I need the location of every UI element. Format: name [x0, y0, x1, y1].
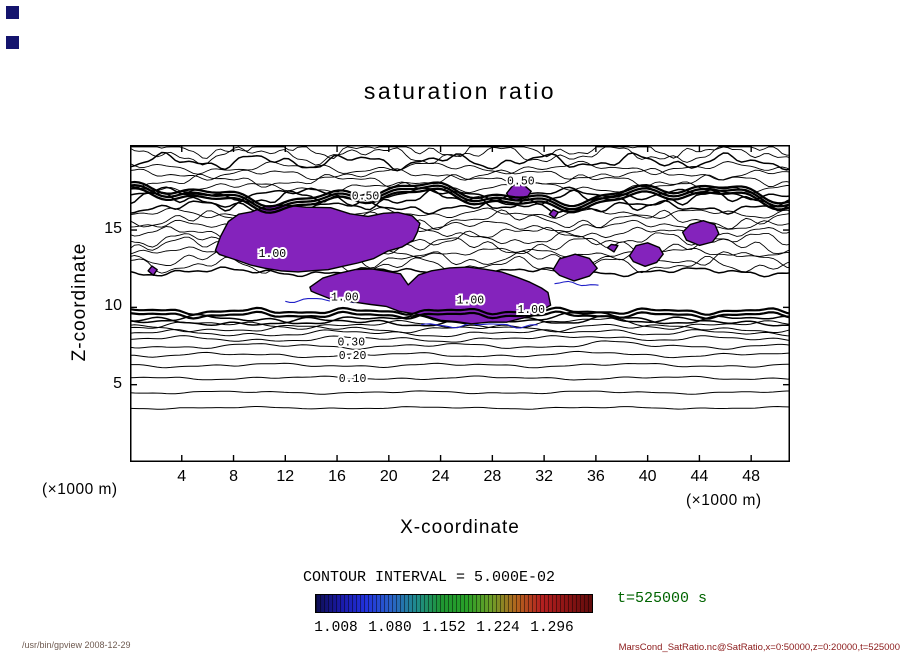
- contour-line: [130, 362, 791, 369]
- contour-label: 1.00: [331, 292, 359, 305]
- contour-line: [129, 207, 791, 219]
- colorbar: [315, 594, 593, 613]
- contour-line: [129, 323, 791, 334]
- x-tick-label: 12: [276, 468, 295, 485]
- corner-marker-top-icon: [6, 6, 19, 19]
- contour-line: [129, 181, 791, 194]
- saturated-region: [548, 208, 560, 219]
- plot-area: 0.50 0.50 1.00 1.00 1.00 1.00 0.30 0.20 0.10: [129, 145, 791, 462]
- x-tick-label: 36: [586, 468, 605, 485]
- saturated-region: [606, 243, 619, 253]
- saturated-region: [309, 266, 552, 325]
- contour-line: [129, 306, 791, 316]
- contour-line: [129, 375, 791, 381]
- x-tick-label: 44: [690, 468, 709, 485]
- colorbar-tick-label: 1.080: [368, 620, 412, 636]
- saturated-region: [147, 265, 158, 277]
- x-units-left-label: (×1000 m): [42, 481, 118, 498]
- footer-source-label: MarsCond_SatRatio.nc@SatRatio,x=0:50000,…: [618, 642, 900, 653]
- axis-ticks: [130, 145, 790, 462]
- contour-line: [129, 390, 790, 395]
- contour-line: [129, 183, 791, 211]
- contour-label: 0.10: [339, 373, 367, 386]
- saturated-region: [552, 253, 598, 282]
- y-tick-label: 5: [113, 374, 122, 392]
- filled-contours: [147, 184, 720, 325]
- contour-line: [129, 328, 791, 338]
- colorbar-tick-label: 1.296: [530, 620, 574, 636]
- contour-line: [129, 340, 791, 350]
- contour-line: [129, 187, 791, 214]
- contour-line: [129, 350, 791, 359]
- x-tick-label: 40: [638, 468, 657, 485]
- saturated-region: [214, 204, 421, 273]
- contour-interval-label: CONTOUR INTERVAL = 5.000E-02: [303, 569, 556, 586]
- contour-line: [129, 151, 791, 172]
- saturated-region: [628, 242, 664, 268]
- contour-label: 0.50: [507, 176, 535, 189]
- plot-frame: [130, 145, 790, 462]
- contour-label: 0.50: [352, 190, 380, 203]
- contour-plot: 0.50 0.50 1.00 1.00 1.00 1.00 0.300.20 0.10: [129, 145, 791, 462]
- z-axis-label: Z-coordinate: [69, 242, 90, 362]
- contour-line: [129, 335, 791, 343]
- y-tick-label: 15: [104, 220, 122, 238]
- contour-label: 1.00: [457, 295, 485, 308]
- contour-line: [130, 146, 791, 159]
- x-tick-label: 28: [483, 468, 502, 485]
- plot-title: saturation ratio: [363, 78, 557, 104]
- contour-label: 1.00: [517, 304, 545, 317]
- saturated-region: [681, 219, 720, 247]
- x-tick-label: 20: [379, 468, 398, 485]
- x-tick-label: 16: [328, 468, 346, 485]
- corner-marker-bottom-icon: [6, 36, 19, 49]
- contour-labels: 0.50 0.50 1.00 1.00 1.00 1.00 0.300.20 0.10: [257, 174, 548, 388]
- contour-label: 0.30: [337, 336, 365, 349]
- x-axis-label: X-coordinate: [400, 517, 520, 538]
- x-units-right-label: (×1000 m): [686, 492, 762, 509]
- contour-line: [421, 323, 538, 329]
- contour-line: [129, 168, 791, 181]
- footer-command-label: /usr/bin/gpview 2008-12-29: [22, 640, 131, 650]
- x-tick-label: 32: [535, 468, 553, 485]
- x-tick-label: 48: [742, 468, 761, 485]
- contour-line: [129, 174, 791, 188]
- contour-line: [129, 146, 791, 166]
- contour-line: [129, 310, 791, 320]
- contour-line: [129, 198, 791, 215]
- thick-contour-bands: [129, 180, 791, 320]
- x-tick-label: 4: [177, 468, 187, 485]
- contour-line: [129, 160, 791, 176]
- contour-line: [129, 405, 791, 410]
- y-tick-label: 10: [104, 297, 122, 315]
- contour-label: 1.00: [259, 248, 287, 261]
- colorbar-tick-labels: 1.008 1.080 1.152 1.224 1.296: [314, 620, 591, 638]
- contour-label: 0.20: [339, 350, 367, 363]
- colorbar-tick-label: 1.152: [422, 620, 466, 636]
- colorbar-tick-label: 1.224: [476, 620, 520, 636]
- x-tick-label: 24: [431, 468, 450, 485]
- time-label: t=525000 s: [617, 590, 708, 607]
- contour-line: [129, 180, 791, 208]
- x-tick-label: 8: [229, 468, 238, 485]
- contour-line: [554, 280, 599, 287]
- colorbar-tick-label: 1.008: [314, 620, 358, 636]
